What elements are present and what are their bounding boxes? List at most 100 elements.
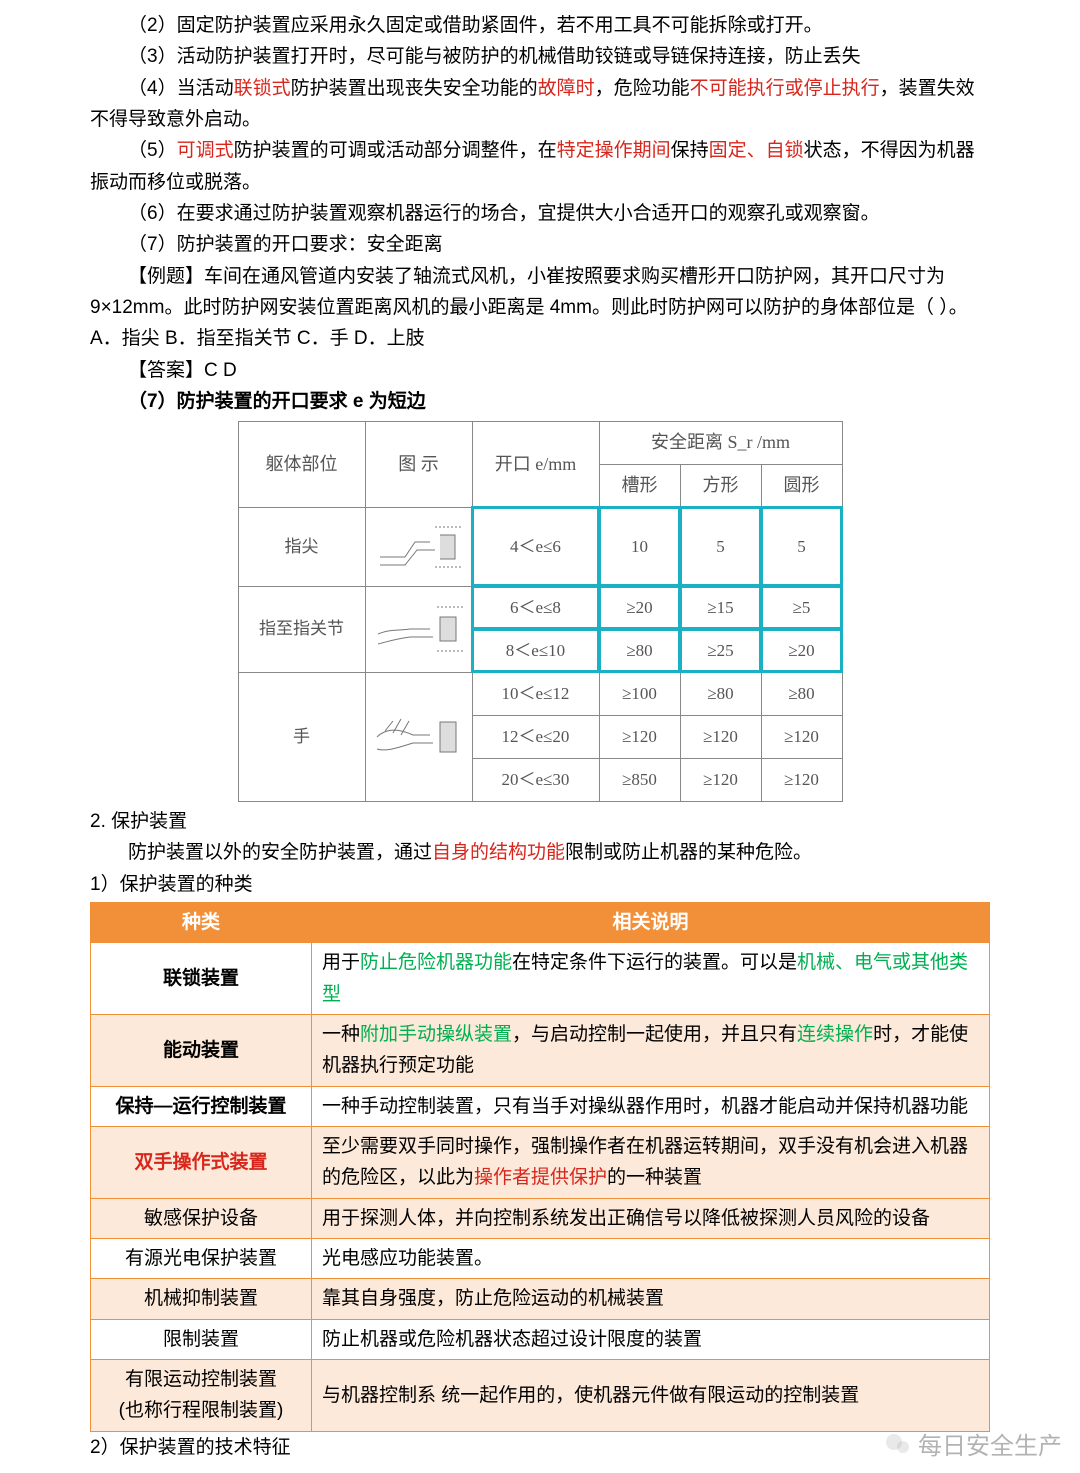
watermark-text: 每日安全生产	[918, 1426, 1062, 1461]
watermark: 每日安全生产	[884, 1426, 1062, 1461]
para-5: （5）可调式防护装置的可调或活动部分调整件，在特定操作期间保持固定、自锁状态，不…	[90, 135, 990, 198]
body-knuckle: 指至指关节	[238, 586, 365, 672]
example-answer: 【答案】C D	[90, 355, 990, 386]
cell: ≥5	[761, 586, 842, 629]
wechat-icon	[884, 1430, 912, 1458]
t: 不可能执行或停止执行	[690, 78, 880, 99]
cell: ≥20	[761, 629, 842, 672]
cls-name: 联锁装置	[91, 943, 312, 1015]
cls-desc: 一种手动控制装置，只有当手对操纵器作用时，机器才能启动并保持机器功能	[312, 1086, 990, 1126]
table-row: 联锁装置用于防止危险机器功能在特定条件下运行的装置。可以是机械、电气或其他类型	[91, 943, 990, 1015]
cell: 10＜e≤12	[472, 672, 599, 715]
cell: ≥15	[680, 586, 761, 629]
table-row: 有源光电保护装置光电感应功能装置。	[91, 1238, 990, 1278]
th-body: 躯体部位	[238, 422, 365, 507]
t: ，危险功能	[595, 78, 690, 99]
table-row: 机械抑制装置靠其自身强度，防止危险运动的机械装置	[91, 1279, 990, 1319]
cell: ≥80	[599, 629, 680, 672]
sketch-fingertip	[365, 507, 472, 586]
cls-name: 有限运动控制装置(也称行程限制装置)	[91, 1360, 312, 1432]
t: 联锁式	[234, 78, 291, 99]
table-row: 有限运动控制装置(也称行程限制装置)与机器控制系 统一起作用的，使机器元件做有限…	[91, 1360, 990, 1432]
para-4: （4）当活动联锁式防护装置出现丧失安全功能的故障时，危险功能不可能执行或停止执行…	[90, 73, 990, 136]
th-slot: 槽形	[599, 465, 680, 508]
body-fingertip: 指尖	[238, 507, 365, 586]
section-2: 2. 保护装置	[90, 806, 990, 837]
cls-name: 双手操作式装置	[91, 1126, 312, 1198]
cls-th-type: 种类	[91, 902, 312, 942]
t: 保持	[671, 140, 709, 161]
table-row: 敏感保护设备用于探测人体，并向控制系统发出正确信号以降低被探测人员风险的设备	[91, 1198, 990, 1238]
example-q: 【例题】车间在通风管道内安装了轴流式风机，小崔按照要求购买槽形开口防护网，其开口…	[90, 261, 990, 324]
cls-desc: 与机器控制系 统一起作用的，使机器元件做有限运动的控制装置	[312, 1360, 990, 1432]
th-fig: 图 示	[365, 422, 472, 507]
cls-name: 保持—运行控制装置	[91, 1086, 312, 1126]
body-hand: 手	[238, 672, 365, 801]
cls-desc: 至少需要双手同时操作，强制操作者在机器运转期间，双手没有机会进入机器的危险区，以…	[312, 1126, 990, 1198]
para-3: （3）活动防护装置打开时，尽可能与被防护的机械借助铰链或导链保持连接，防止丢失	[90, 41, 990, 72]
para-6: （6）在要求通过防护装置观察机器运行的场合，宜提供大小合适开口的观察孔或观察窗。	[90, 198, 990, 229]
cls-desc: 用于探测人体，并向控制系统发出正确信号以降低被探测人员风险的设备	[312, 1198, 990, 1238]
cls-desc: 防止机器或危险机器状态超过设计限度的装置	[312, 1319, 990, 1359]
cell: 20＜e≤30	[472, 758, 599, 801]
cell: ≥100	[599, 672, 680, 715]
cell: ≥25	[680, 629, 761, 672]
section-2-desc: 防护装置以外的安全防护装置，通过自身的结构功能限制或防止机器的某种危险。	[90, 837, 990, 868]
cls-name: 机械抑制装置	[91, 1279, 312, 1319]
cls-desc: 用于防止危险机器功能在特定条件下运行的装置。可以是机械、电气或其他类型	[312, 943, 990, 1015]
t: 防护装置的可调或活动部分调整件，在	[234, 140, 557, 161]
safety-distance-table: 躯体部位 图 示 开口 e/mm 安全距离 S_r /mm 槽形 方形 圆形 指…	[238, 421, 843, 801]
cell: ≥80	[680, 672, 761, 715]
cell: 12＜e≤20	[472, 715, 599, 758]
t: 防护装置以外的安全防护装置，通过	[128, 842, 432, 863]
cell: 4＜e≤6	[472, 507, 599, 586]
table-row: 双手操作式装置至少需要双手同时操作，强制操作者在机器运转期间，双手没有机会进入机…	[91, 1126, 990, 1198]
th-e: 开口 e/mm	[472, 422, 599, 507]
table-row: 限制装置防止机器或危险机器状态超过设计限度的装置	[91, 1319, 990, 1359]
cls-desc: 靠其自身强度，防止危险运动的机械装置	[312, 1279, 990, 1319]
t: （5）	[128, 140, 177, 161]
cell: ≥120	[680, 715, 761, 758]
t: 固定、自锁	[709, 140, 804, 161]
t: 故障时	[538, 78, 595, 99]
sketch-knuckle	[365, 586, 472, 672]
cls-name: 能动装置	[91, 1014, 312, 1086]
classification-table: 种类 相关说明 联锁装置用于防止危险机器功能在特定条件下运行的装置。可以是机械、…	[90, 902, 990, 1432]
th-square: 方形	[680, 465, 761, 508]
heading-opening: （7）防护装置的开口要求 e 为短边	[90, 386, 990, 417]
table-row: 能动装置一种附加手动操纵装置，与启动控制一起使用，并且只有连续操作时，才能使机器…	[91, 1014, 990, 1086]
t: 自身的结构功能	[432, 842, 565, 863]
para-2: （2）固定防护装置应采用永久固定或借助紧固件，若不用工具不可能拆除或打开。	[90, 10, 990, 41]
t: 特定操作期间	[557, 140, 671, 161]
cell: ≥20	[599, 586, 680, 629]
t: （7）防护装置的开口要求 e 为短边	[128, 391, 426, 412]
cls-th-desc: 相关说明	[312, 902, 990, 942]
cell: 5	[680, 507, 761, 586]
th-round: 圆形	[761, 465, 842, 508]
example-options: A．指尖 B．指至指关节 C．手 D．上肢	[90, 323, 990, 354]
safety-distance-table-wrap: 躯体部位 图 示 开口 e/mm 安全距离 S_r /mm 槽形 方形 圆形 指…	[90, 421, 990, 801]
section-2-2: 2）保护装置的技术特征	[90, 1432, 990, 1463]
cls-desc: 一种附加手动操纵装置，与启动控制一起使用，并且只有连续操作时，才能使机器执行预定…	[312, 1014, 990, 1086]
sketch-hand	[365, 672, 472, 801]
t: 防护装置出现丧失安全功能的	[291, 78, 538, 99]
section-2-1: 1）保护装置的种类	[90, 869, 990, 900]
cell: ≥120	[599, 715, 680, 758]
t: 限制或防止机器的某种危险。	[565, 842, 812, 863]
cls-name: 敏感保护设备	[91, 1198, 312, 1238]
table-row: 保持—运行控制装置一种手动控制装置，只有当手对操纵器作用时，机器才能启动并保持机…	[91, 1086, 990, 1126]
cell: 5	[761, 507, 842, 586]
cell: ≥120	[761, 715, 842, 758]
cell: ≥120	[680, 758, 761, 801]
cls-name: 有源光电保护装置	[91, 1238, 312, 1278]
cell: ≥80	[761, 672, 842, 715]
t: （4）当活动	[128, 78, 234, 99]
cls-desc: 光电感应功能装置。	[312, 1238, 990, 1278]
cell: ≥850	[599, 758, 680, 801]
t: 可调式	[177, 140, 234, 161]
cell: ≥120	[761, 758, 842, 801]
th-sd: 安全距离 S_r /mm	[599, 422, 842, 465]
cell: 8＜e≤10	[472, 629, 599, 672]
para-7: （7）防护装置的开口要求：安全距离	[90, 229, 990, 260]
cls-name: 限制装置	[91, 1319, 312, 1359]
